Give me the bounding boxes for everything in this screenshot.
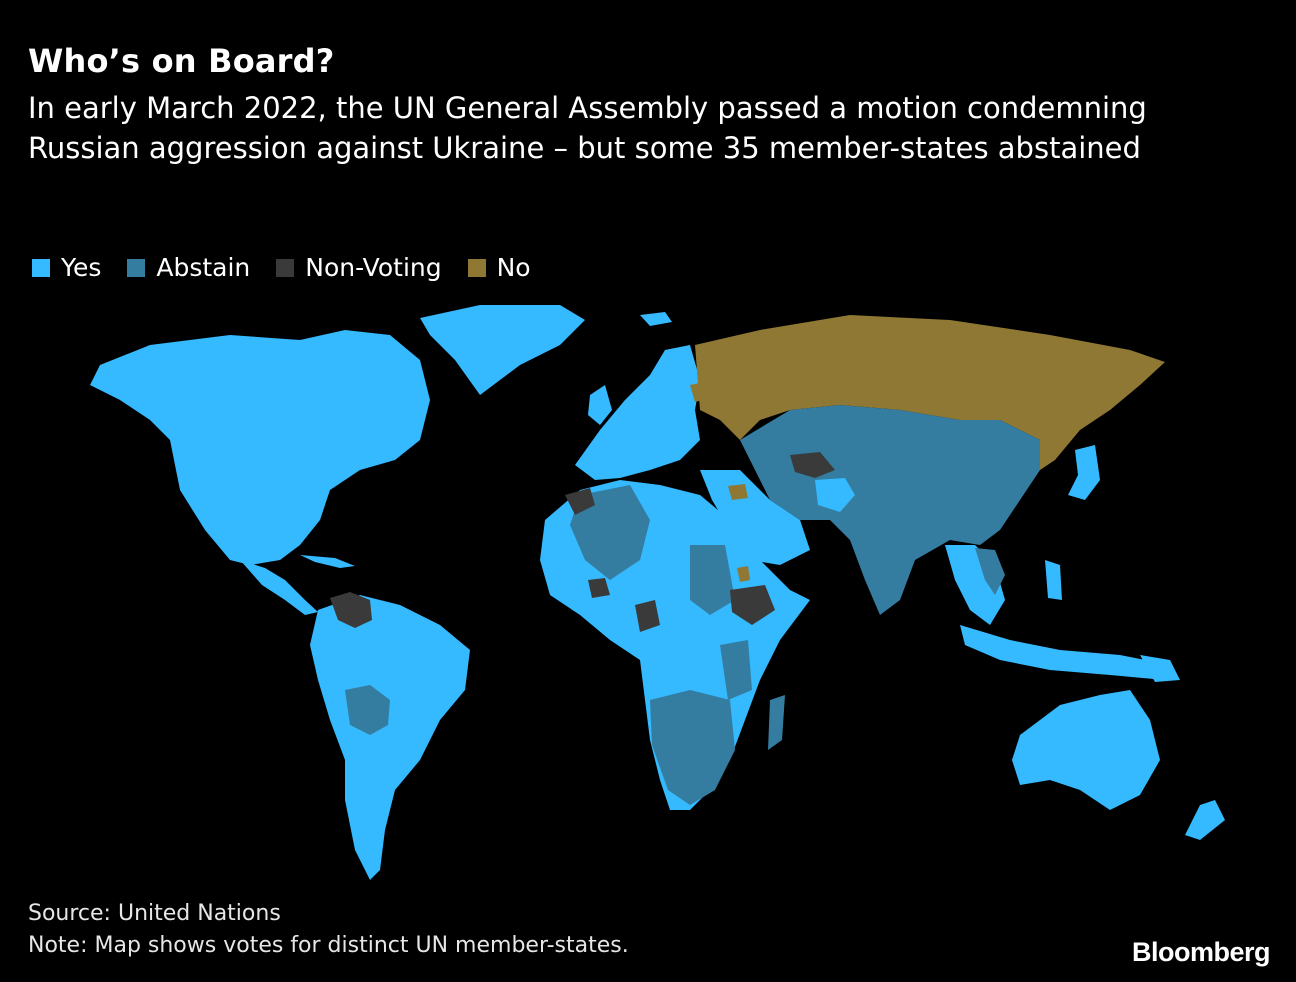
region-north-america — [90, 330, 430, 565]
region-philippines — [1045, 560, 1062, 600]
region-burkina — [588, 578, 610, 598]
region-greenland — [420, 305, 585, 395]
legend-item-abstain: Abstain — [127, 253, 250, 282]
region-vietnam — [975, 548, 1005, 595]
bloomberg-logo: Bloomberg — [1131, 937, 1271, 967]
region-africa-abstain-east — [720, 640, 752, 700]
region-bolivia — [345, 685, 390, 735]
region-australia — [1012, 690, 1160, 810]
region-africa-abstain-north — [570, 485, 650, 580]
legend: Yes Abstain Non-Voting No — [32, 253, 557, 282]
region-png — [1140, 655, 1180, 682]
region-turkmenistan — [790, 452, 835, 478]
region-japan — [1068, 445, 1100, 500]
legend-label-abstain: Abstain — [156, 253, 251, 282]
region-new-zealand — [1185, 800, 1225, 840]
world-map — [90, 305, 1225, 880]
legend-item-no: No — [467, 253, 531, 282]
region-ethiopia — [730, 585, 775, 625]
region-eritrea — [737, 566, 750, 582]
legend-item-yes: Yes — [32, 253, 101, 282]
legend-swatch-yes — [32, 258, 50, 277]
region-south-america — [310, 595, 470, 880]
chart-subtitle: In early March 2022, the UN General Asse… — [28, 91, 1147, 165]
region-cameroon — [635, 600, 660, 632]
region-africa-abstain-sudan — [690, 545, 735, 615]
region-middle-east — [700, 470, 810, 565]
region-afghanistan — [815, 478, 855, 512]
region-russia — [695, 315, 1165, 470]
region-indonesia — [960, 625, 1170, 680]
region-syria — [728, 484, 748, 500]
legend-label-no: No — [496, 253, 531, 282]
region-europe — [575, 345, 700, 480]
source-note: Source: United Nations — [28, 901, 281, 926]
legend-label-yes: Yes — [61, 253, 102, 282]
region-venezuela — [330, 592, 372, 628]
legend-label-non-voting: Non-Voting — [305, 253, 442, 282]
footer: Source: United Nations Note: Map shows v… — [28, 898, 629, 962]
chart-title: Who’s on Board? — [28, 42, 335, 80]
region-africa-abstain-south — [650, 690, 735, 805]
legend-swatch-no — [467, 258, 486, 277]
region-uk — [588, 385, 612, 425]
region-cuba — [300, 555, 355, 568]
map-note: Note: Map shows votes for distinct UN me… — [28, 933, 629, 958]
region-belarus — [690, 382, 710, 402]
legend-item-non-voting: Non-Voting — [276, 253, 442, 282]
region-iceland — [640, 312, 672, 326]
region-central-america — [240, 560, 318, 615]
legend-swatch-non-voting — [276, 258, 295, 277]
region-morocco — [565, 488, 595, 515]
legend-swatch-abstain — [127, 258, 146, 277]
region-madagascar — [768, 695, 785, 750]
